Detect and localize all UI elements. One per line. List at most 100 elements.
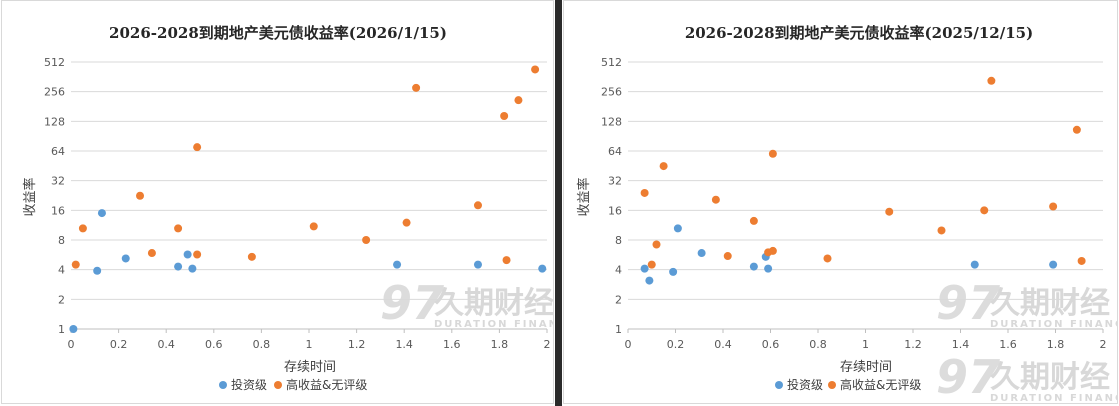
data-point-high-yield	[987, 76, 996, 85]
x-tick-label: 0.6	[205, 338, 223, 351]
x-tick-label: 1.2	[904, 338, 922, 351]
x-tick-label: 1.4	[395, 338, 413, 351]
data-point-high-yield	[647, 260, 656, 269]
data-point-investment-grade	[970, 260, 979, 269]
legend-label-high-yield: 高收益&无评级	[286, 377, 367, 392]
data-point-high-yield	[1072, 125, 1081, 134]
y-tick-label: 32	[51, 175, 65, 188]
data-point-investment-grade	[645, 276, 654, 285]
watermark: 97 久期财经 DURATION FINANCE 97 久期财经 DURATIO…	[936, 276, 1117, 403]
yield-scatter-chart-2026-01-15: 2026-2028到期地产美元债收益率(2026/1/15) 97 久期财经 D…	[22, 24, 553, 392]
data-point-investment-grade	[538, 264, 547, 273]
data-points	[69, 65, 547, 333]
x-axis-label: 存续时间	[284, 360, 336, 375]
chart-title: 2026-2028到期地产美元债收益率(2025/12/15)	[685, 24, 1033, 42]
data-point-investment-grade	[188, 264, 197, 273]
data-point-high-yield	[1049, 202, 1058, 211]
data-point-high-yield	[78, 224, 87, 233]
data-point-high-yield	[147, 249, 156, 258]
legend-label-investment-grade: 投资级	[231, 377, 267, 392]
x-tick-label: 1.8	[1047, 338, 1065, 351]
y-tick-labels: 1 2 4 8 16 32 64 128 256 512	[44, 56, 65, 336]
data-point-high-yield	[937, 226, 946, 235]
data-point-high-yield	[823, 254, 832, 263]
legend-marker-investment-grade	[775, 381, 783, 389]
data-point-investment-grade	[69, 325, 78, 333]
x-tick-label: 0.4	[714, 338, 732, 351]
data-point-high-yield	[502, 256, 511, 265]
y-tick-label: 16	[51, 204, 65, 217]
x-tick-label: 2	[544, 338, 551, 351]
x-tick-label: 1.6	[999, 338, 1017, 351]
chart-panel-left: 2026-2028到期地产美元债收益率(2026/1/15) 97 久期财经 D…	[1, 0, 554, 404]
y-tick-label: 4	[58, 264, 65, 277]
y-tick-label: 16	[608, 204, 622, 217]
data-point-high-yield	[711, 195, 720, 204]
panel-divider	[555, 0, 562, 406]
x-tick-label: 2	[1100, 338, 1107, 351]
legend-label-investment-grade: 投资级	[787, 377, 823, 392]
x-tick-label: 0.4	[157, 338, 175, 351]
y-tick-label: 256	[601, 86, 622, 99]
watermark-logo: 97	[936, 276, 1000, 330]
data-point-investment-grade	[749, 262, 758, 271]
data-point-investment-grade	[93, 266, 102, 275]
data-point-high-yield	[193, 143, 202, 152]
data-point-high-yield	[1077, 256, 1086, 265]
data-point-investment-grade	[697, 249, 706, 258]
y-tick-label: 512	[601, 56, 622, 69]
data-point-investment-grade	[473, 260, 482, 269]
y-tick-label: 128	[44, 115, 65, 128]
x-tick-label: 1	[862, 338, 869, 351]
x-tick-label: 1.2	[348, 338, 366, 351]
watermark-logo: 97	[380, 276, 444, 330]
data-point-high-yield	[309, 222, 318, 231]
x-tick-labels: 0 0.2 0.4 0.6 0.8 1 1.2 1.4 1.6 1.8 2	[68, 329, 551, 351]
data-point-investment-grade	[121, 254, 130, 263]
data-point-high-yield	[136, 191, 145, 200]
data-point-high-yield	[247, 252, 256, 261]
data-point-high-yield	[500, 111, 509, 120]
data-point-high-yield	[531, 65, 540, 74]
legend-marker-high-yield	[274, 381, 282, 389]
x-tick-label: 1.8	[491, 338, 509, 351]
y-axis-label: 收益率	[576, 177, 592, 216]
y-tick-label: 512	[44, 56, 65, 69]
watermark-name-en: DURATION FINANCE	[434, 319, 553, 330]
y-tick-label: 8	[58, 234, 65, 247]
y-tick-labels: 1 2 4 8 16 32 64 128 256 512	[601, 56, 622, 336]
x-tick-label: 0	[625, 338, 632, 351]
data-point-high-yield	[174, 224, 183, 233]
y-tick-label: 1	[58, 323, 65, 336]
y-tick-label: 64	[608, 145, 622, 158]
data-point-high-yield	[71, 260, 80, 269]
watermark: 97 久期财经 DURATION FINANCE	[380, 276, 553, 330]
watermark-name-cn: 久期财经	[990, 286, 1110, 321]
y-tick-label: 128	[601, 115, 622, 128]
data-point-high-yield	[652, 240, 661, 249]
data-point-high-yield	[193, 250, 202, 259]
data-point-high-yield	[640, 188, 649, 197]
x-tick-label: 0.2	[110, 338, 128, 351]
data-point-high-yield	[749, 216, 758, 225]
x-tick-label: 1.4	[952, 338, 970, 351]
data-point-investment-grade	[97, 209, 106, 218]
x-tick-label: 0.2	[667, 338, 685, 351]
y-axis-label: 收益率	[22, 177, 38, 216]
y-gridlines	[71, 61, 547, 330]
x-tick-label: 0.6	[762, 338, 780, 351]
data-point-investment-grade	[764, 264, 773, 273]
legend: 投资级 高收益&无评级	[775, 377, 921, 392]
legend-marker-investment-grade	[219, 381, 227, 389]
data-point-high-yield	[402, 218, 411, 227]
data-point-investment-grade	[673, 224, 682, 233]
data-point-investment-grade	[1049, 260, 1058, 269]
chart-panel-right: 2026-2028到期地产美元债收益率(2025/12/15) 97 久期财经 …	[563, 0, 1118, 404]
data-points	[640, 76, 1086, 285]
data-point-investment-grade	[669, 267, 678, 276]
x-tick-labels: 0 0.2 0.4 0.6 0.8 1 1.2 1.4 1.6 1.8 2	[625, 329, 1107, 351]
yield-scatter-chart-2025-12-15: 2026-2028到期地产美元债收益率(2025/12/15) 97 久期财经 …	[576, 24, 1117, 403]
watermark-logo-corner: 97	[936, 350, 1000, 403]
data-point-high-yield	[768, 246, 777, 255]
data-point-high-yield	[412, 83, 421, 92]
